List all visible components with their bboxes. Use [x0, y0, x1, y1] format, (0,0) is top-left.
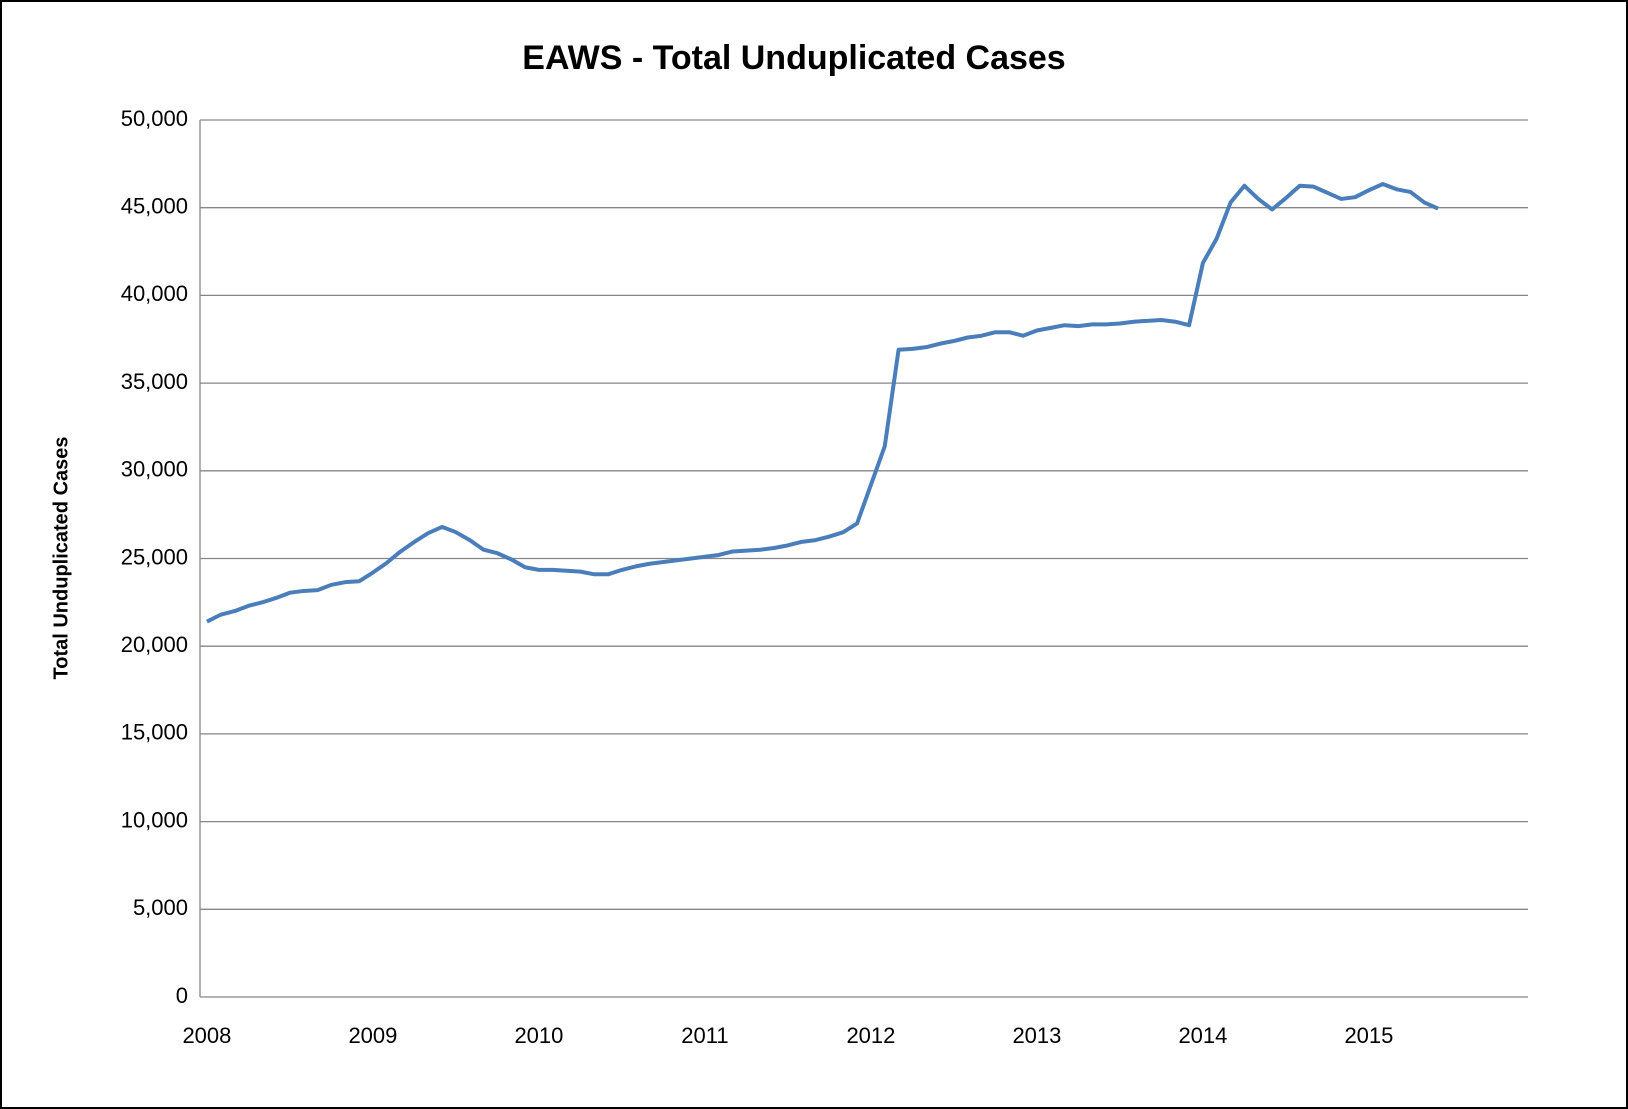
- y-tick-label: 10,000: [121, 807, 188, 832]
- x-tick-label: 2013: [1012, 1023, 1061, 1048]
- y-axis-title: Total Unduplicated Cases: [50, 436, 72, 679]
- y-tick-label: 5,000: [133, 895, 188, 920]
- x-tick-label: 2008: [182, 1023, 231, 1048]
- y-tick-label: 25,000: [121, 544, 188, 569]
- x-tick-label: 2012: [846, 1023, 895, 1048]
- x-tick-label: 2010: [514, 1023, 563, 1048]
- y-tick-label: 30,000: [121, 457, 188, 482]
- y-tick-label: 15,000: [121, 720, 188, 745]
- x-tick-label: 2011: [681, 1023, 728, 1048]
- chart-title: EAWS - Total Unduplicated Cases: [522, 39, 1065, 77]
- x-tick-label: 2009: [348, 1023, 397, 1048]
- y-tick-label: 0: [176, 983, 188, 1008]
- x-tick-label: 2014: [1178, 1023, 1227, 1048]
- y-tick-label: 45,000: [121, 194, 188, 219]
- y-tick-label: 50,000: [121, 106, 188, 131]
- y-tick-label: 40,000: [121, 281, 188, 306]
- x-tick-label: 2015: [1344, 1023, 1393, 1048]
- y-tick-label: 35,000: [121, 369, 188, 394]
- y-tick-label: 20,000: [121, 632, 188, 657]
- data-line: [206, 182, 1439, 624]
